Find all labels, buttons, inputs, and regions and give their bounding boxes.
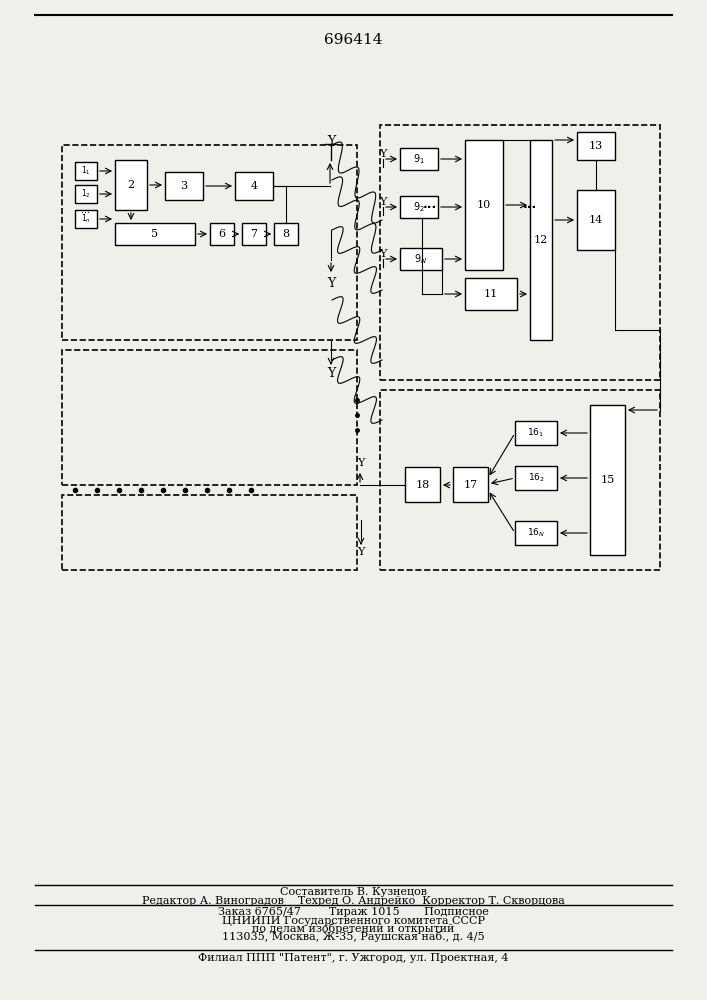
Text: 12: 12 — [534, 235, 548, 245]
Text: Y: Y — [327, 367, 335, 380]
Text: 10: 10 — [477, 200, 491, 210]
Text: Y: Y — [357, 458, 365, 468]
FancyBboxPatch shape — [274, 223, 298, 245]
Text: ...: ... — [81, 205, 90, 215]
Text: $9_2$: $9_2$ — [413, 200, 425, 214]
Text: $16_1$: $16_1$ — [527, 427, 544, 439]
Text: Y: Y — [380, 249, 387, 259]
Text: 8: 8 — [282, 229, 290, 239]
FancyBboxPatch shape — [590, 405, 625, 555]
Text: Составитель В. Кузнецов: Составитель В. Кузнецов — [280, 887, 427, 897]
Text: $16_2$: $16_2$ — [527, 472, 544, 484]
FancyBboxPatch shape — [465, 278, 517, 310]
Text: Редактор А. Виноградов    Техред О. Андрейко  Корректор Т. Скворцова: Редактор А. Виноградов Техред О. Андрейк… — [142, 896, 565, 906]
Text: Y: Y — [380, 149, 387, 159]
FancyBboxPatch shape — [577, 132, 615, 160]
Text: 11: 11 — [484, 289, 498, 299]
Text: ...: ... — [523, 198, 537, 212]
Text: 5: 5 — [151, 229, 158, 239]
Text: 17: 17 — [463, 480, 477, 489]
Bar — [62, 145, 357, 340]
Text: 3: 3 — [180, 181, 187, 191]
Text: 15: 15 — [600, 475, 614, 485]
Text: 18: 18 — [416, 480, 430, 489]
Text: $9_N$: $9_N$ — [414, 252, 428, 266]
Text: $16_N$: $16_N$ — [527, 527, 545, 539]
FancyBboxPatch shape — [210, 223, 234, 245]
Text: Y: Y — [327, 277, 335, 290]
FancyBboxPatch shape — [75, 185, 97, 203]
FancyBboxPatch shape — [530, 140, 552, 340]
FancyBboxPatch shape — [115, 223, 195, 245]
Text: Филиал ППП "Патент", г. Ужгород, ул. Проектная, 4: Филиал ППП "Патент", г. Ужгород, ул. Про… — [198, 953, 509, 963]
Text: ...: ... — [423, 198, 437, 212]
Text: 2: 2 — [127, 180, 134, 190]
Text: 13: 13 — [589, 141, 603, 151]
FancyBboxPatch shape — [577, 190, 615, 250]
FancyBboxPatch shape — [453, 467, 488, 502]
FancyBboxPatch shape — [115, 160, 147, 210]
FancyBboxPatch shape — [515, 421, 557, 445]
Bar — [380, 125, 660, 380]
Text: 696414: 696414 — [324, 33, 382, 47]
FancyBboxPatch shape — [75, 162, 97, 180]
Text: 113035, Москва, Ж-35, Раушская наб., д. 4/5: 113035, Москва, Ж-35, Раушская наб., д. … — [222, 932, 485, 942]
Bar — [380, 390, 660, 570]
Text: Y: Y — [327, 135, 335, 148]
FancyBboxPatch shape — [400, 248, 442, 270]
FancyBboxPatch shape — [235, 172, 273, 200]
Bar — [62, 495, 357, 570]
FancyBboxPatch shape — [465, 140, 503, 270]
Text: $1_2$: $1_2$ — [81, 188, 91, 200]
FancyBboxPatch shape — [515, 466, 557, 490]
FancyBboxPatch shape — [165, 172, 203, 200]
Text: Y: Y — [380, 197, 387, 207]
Text: 6: 6 — [218, 229, 226, 239]
FancyBboxPatch shape — [242, 223, 266, 245]
Text: $9_1$: $9_1$ — [413, 152, 425, 166]
Text: ЦНИИПИ Государственного комитета СССР: ЦНИИПИ Государственного комитета СССР — [222, 916, 485, 926]
FancyBboxPatch shape — [400, 196, 438, 218]
Text: $1_n$: $1_n$ — [81, 213, 91, 225]
Text: 4: 4 — [250, 181, 257, 191]
FancyBboxPatch shape — [75, 210, 97, 228]
Bar — [62, 350, 357, 485]
FancyBboxPatch shape — [405, 467, 440, 502]
Text: Y: Y — [357, 547, 365, 557]
Text: 7: 7 — [250, 229, 257, 239]
FancyBboxPatch shape — [400, 148, 438, 170]
Text: 14: 14 — [589, 215, 603, 225]
Text: по делам изобретений и открытий: по делам изобретений и открытий — [252, 924, 455, 934]
Text: $1_1$: $1_1$ — [81, 165, 91, 177]
FancyBboxPatch shape — [515, 521, 557, 545]
Text: Заказ 6765/47        Тираж 1015       Подписное: Заказ 6765/47 Тираж 1015 Подписное — [218, 907, 489, 917]
